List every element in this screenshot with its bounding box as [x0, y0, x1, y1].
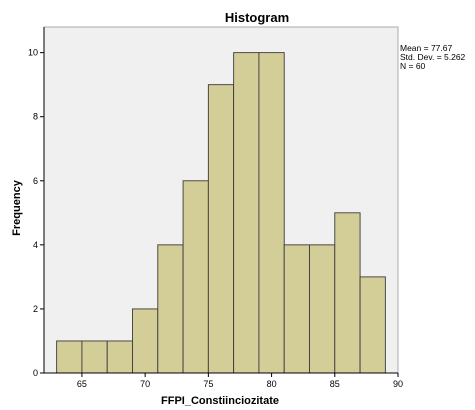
stats-box: Mean = 77.67 Std. Dev. = 5.262 N = 60 — [400, 43, 466, 71]
y-ticks-group: 0 2 4 6 8 10 — [28, 48, 44, 378]
x-tick-label: 90 — [393, 379, 403, 389]
x-tick-label: 75 — [203, 379, 213, 389]
histogram-bar — [233, 52, 260, 374]
x-axis-label: FFPI_Constiinciozitate — [161, 395, 279, 407]
x-ticks-group: 65 70 75 80 85 90 — [77, 373, 403, 389]
y-tick-label: 4 — [33, 240, 38, 250]
histogram-bar — [157, 244, 184, 374]
x-tick-label: 65 — [77, 379, 87, 389]
x-tick-label: 70 — [140, 379, 150, 389]
histogram-bar — [359, 276, 386, 374]
histogram-bar — [56, 340, 83, 374]
histogram-bar — [258, 52, 285, 374]
histogram-bar — [207, 84, 235, 374]
histogram-bar — [309, 244, 336, 374]
chart-title: Histogram — [225, 10, 289, 25]
x-tick-label: 85 — [330, 379, 340, 389]
histogram-bar — [334, 212, 361, 374]
x-tick-label: 80 — [267, 379, 277, 389]
axes-group — [43, 27, 398, 374]
histogram-bar — [81, 340, 108, 374]
y-tick-label: 2 — [33, 304, 38, 314]
y-tick-label: 8 — [33, 112, 38, 122]
stats-std-dev: Std. Dev. = 5.262 — [400, 52, 466, 62]
stats-n: N = 60 — [400, 61, 426, 71]
histogram-bar — [106, 340, 133, 374]
y-tick-label: 6 — [33, 176, 38, 186]
y-tick-label: 10 — [28, 48, 38, 58]
stats-mean: Mean = 77.67 — [400, 43, 452, 53]
histogram-bar — [132, 308, 159, 374]
y-axis-label: Frequency — [11, 179, 23, 236]
histogram-bar — [182, 180, 209, 374]
histogram-bar — [283, 244, 310, 374]
y-tick-label: 0 — [33, 368, 38, 378]
